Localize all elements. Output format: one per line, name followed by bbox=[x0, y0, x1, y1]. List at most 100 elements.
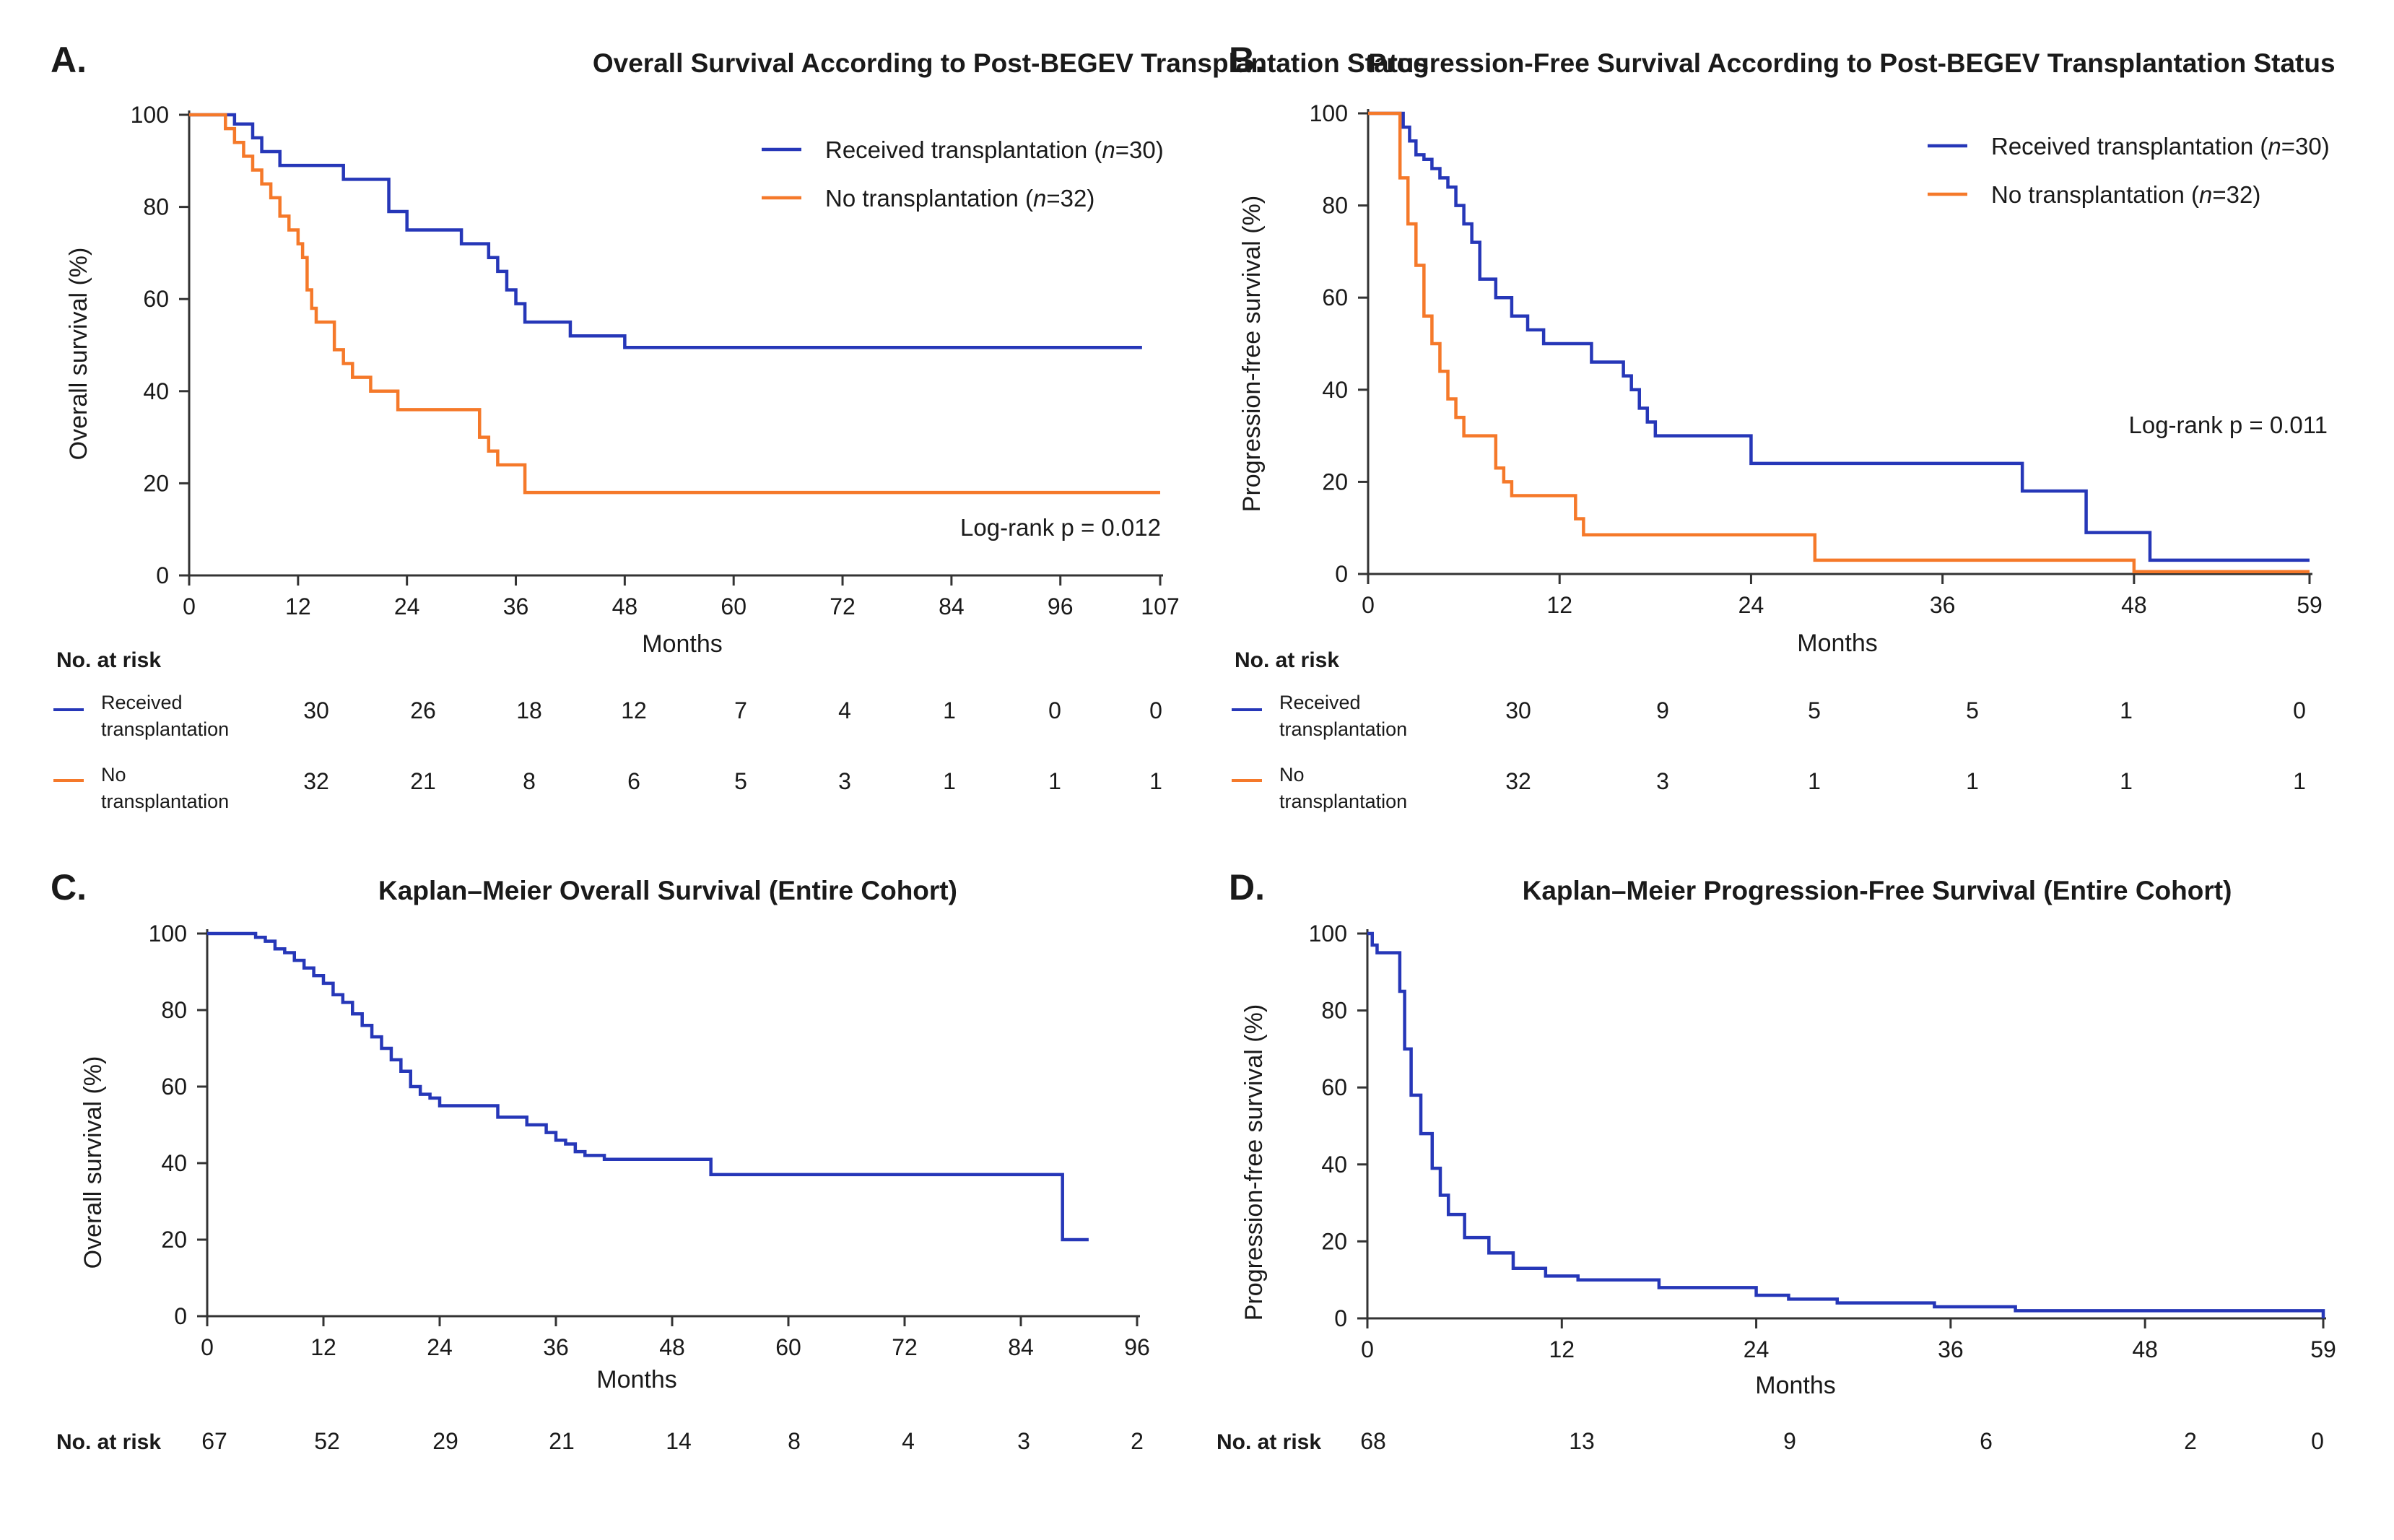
y-tick-label: 60 bbox=[143, 286, 169, 312]
y-tick-label: 60 bbox=[1321, 1074, 1347, 1100]
chart-title: Kaplan–Meier Overall Survival (Entire Co… bbox=[378, 876, 957, 905]
risk-table-header: No. at risk bbox=[1235, 648, 1339, 672]
chart-title: Progression-Free Survival According to P… bbox=[1368, 48, 2335, 78]
y-tick-label: 0 bbox=[174, 1303, 187, 1329]
risk-value: 5 bbox=[734, 768, 747, 794]
risk-value: 0 bbox=[2293, 697, 2306, 723]
risk-value: 6 bbox=[627, 768, 640, 794]
risk-value: 0 bbox=[2311, 1428, 2324, 1454]
risk-row-label-line2: transplantation bbox=[101, 791, 229, 812]
legend-text-prefix: Received transplantation ( bbox=[1991, 133, 2268, 160]
risk-row-label-line1: No bbox=[1279, 764, 1305, 786]
risk-value: 52 bbox=[314, 1428, 340, 1454]
risk-value: 2 bbox=[2184, 1428, 2197, 1454]
x-tick-label: 36 bbox=[1938, 1336, 1964, 1362]
risk-value: 1 bbox=[2120, 697, 2133, 723]
risk-value: 3 bbox=[1017, 1428, 1030, 1454]
risk-value: 9 bbox=[1783, 1428, 1796, 1454]
y-tick-label: 40 bbox=[143, 378, 169, 404]
x-tick-label: 0 bbox=[183, 593, 196, 619]
x-tick-label: 12 bbox=[310, 1334, 336, 1360]
x-tick-label: 48 bbox=[2121, 592, 2147, 618]
x-tick-label: 59 bbox=[2297, 592, 2323, 618]
series-line-no-transplantation bbox=[1368, 111, 2310, 574]
risk-table: No. at risk 67 52 29 21 14 8 4 3 2 bbox=[56, 1428, 1144, 1454]
x-tick-label: 96 bbox=[1048, 593, 1074, 619]
risk-table-header: No. at risk bbox=[56, 1430, 161, 1454]
y-tick-label: 80 bbox=[1321, 998, 1347, 1024]
x-tick-label: 72 bbox=[830, 593, 856, 619]
x-tick-label: 84 bbox=[939, 593, 965, 619]
y-axis-label: Overall survival (%) bbox=[65, 248, 92, 461]
y-tick-label: 100 bbox=[1310, 100, 1348, 126]
y-tick-label: 100 bbox=[1309, 921, 1347, 947]
x-tick-label: 48 bbox=[659, 1334, 685, 1360]
y-tick-label: 100 bbox=[149, 921, 187, 947]
series-line-cohort bbox=[207, 931, 1089, 1242]
x-tick-label: 36 bbox=[503, 593, 529, 619]
risk-value: 1 bbox=[1048, 768, 1061, 794]
y-tick-label: 20 bbox=[1322, 469, 1348, 495]
legend-text-prefix: No transplantation ( bbox=[825, 185, 1033, 212]
x-tick-label: 59 bbox=[2310, 1336, 2336, 1362]
risk-value: 1 bbox=[2293, 768, 2306, 794]
panel-d: D. Kaplan–Meier Progression-Free Survival… bbox=[1216, 867, 2336, 1454]
y-tick-label: 80 bbox=[1322, 193, 1348, 219]
y-tick-label: 0 bbox=[1335, 561, 1348, 587]
log-rank-annotation: Log-rank p = 0.012 bbox=[960, 514, 1161, 541]
legend-text-n: n bbox=[2268, 133, 2281, 160]
y-axis-label: Progression-free survival (%) bbox=[1240, 1004, 1268, 1321]
risk-value: 14 bbox=[666, 1428, 692, 1454]
risk-value: 32 bbox=[303, 768, 329, 794]
risk-value: 32 bbox=[1505, 768, 1531, 794]
y-axis-label: Overall survival (%) bbox=[79, 1056, 107, 1269]
series-line-received-transplantation bbox=[189, 113, 1142, 349]
risk-value: 1 bbox=[1808, 768, 1821, 794]
series-line-cohort bbox=[1367, 931, 2325, 1318]
risk-value: 0 bbox=[1149, 697, 1162, 723]
risk-row-label-line2: transplantation bbox=[101, 718, 229, 740]
panel-c: C. Kaplan–Meier Overall Survival (Entire … bbox=[51, 867, 1150, 1454]
risk-value: 5 bbox=[1808, 697, 1821, 723]
risk-value: 1 bbox=[2120, 768, 2133, 794]
risk-value: 26 bbox=[410, 697, 436, 723]
x-axis-label: Months bbox=[1755, 1372, 1836, 1399]
x-tick-label: 0 bbox=[201, 1334, 214, 1360]
risk-value: 9 bbox=[1656, 697, 1669, 723]
x-tick-label: 48 bbox=[2132, 1336, 2158, 1362]
risk-value: 8 bbox=[523, 768, 536, 794]
x-tick-label: 107 bbox=[1141, 593, 1179, 619]
legend-entry: Received transplantation (n=30) bbox=[825, 136, 1164, 163]
y-axis-label: Progression-free survival (%) bbox=[1238, 196, 1266, 512]
risk-value: 1 bbox=[1149, 768, 1162, 794]
x-tick-label: 0 bbox=[1361, 1336, 1374, 1362]
y-tick-label: 100 bbox=[131, 102, 169, 128]
x-tick-label: 24 bbox=[427, 1334, 453, 1360]
risk-value: 5 bbox=[1966, 697, 1979, 723]
chart-title: Kaplan–Meier Progression-Free Survival (… bbox=[1523, 876, 2232, 905]
x-tick-label: 24 bbox=[1738, 592, 1764, 618]
risk-value: 21 bbox=[549, 1428, 575, 1454]
panel-a: A. Overall Survival According to Post-BEG… bbox=[51, 40, 1429, 812]
risk-row-label-line2: transplantation bbox=[1279, 718, 1407, 740]
risk-value: 18 bbox=[516, 697, 542, 723]
risk-value: 3 bbox=[838, 768, 851, 794]
x-tick-label: 12 bbox=[1549, 1336, 1575, 1362]
y-tick-label: 20 bbox=[161, 1227, 187, 1253]
legend-text-n: n bbox=[1033, 185, 1046, 212]
legend-entry: No transplantation (n=32) bbox=[825, 185, 1094, 212]
y-tick-label: 0 bbox=[156, 562, 169, 588]
legend-text-suffix: =30) bbox=[1115, 136, 1164, 163]
y-tick-label: 0 bbox=[1334, 1305, 1347, 1331]
x-tick-label: 0 bbox=[1362, 592, 1375, 618]
chart-title: Overall Survival According to Post-BEGEV… bbox=[593, 48, 1429, 78]
x-axis-label: Months bbox=[1797, 630, 1878, 657]
risk-value: 0 bbox=[1048, 697, 1061, 723]
panel-letter: D. bbox=[1229, 867, 1265, 908]
risk-row-label-line1: Received bbox=[101, 692, 183, 713]
x-tick-label: 60 bbox=[775, 1334, 801, 1360]
risk-value: 30 bbox=[1505, 697, 1531, 723]
y-tick-label: 20 bbox=[143, 470, 169, 496]
